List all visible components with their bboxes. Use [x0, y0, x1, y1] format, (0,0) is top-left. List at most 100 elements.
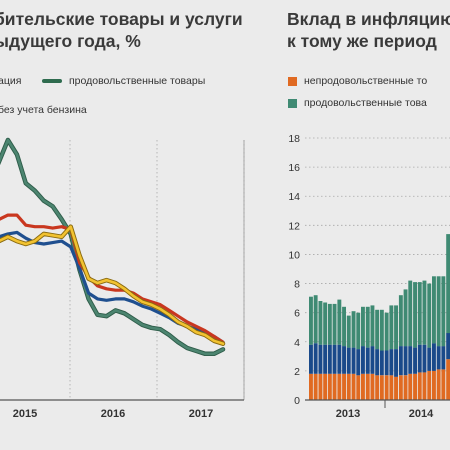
- bar-segment-0: [356, 375, 361, 400]
- bar-segment-2: [417, 282, 422, 345]
- bar-segment-2: [408, 280, 413, 347]
- bar-segment-2: [365, 306, 370, 348]
- right-y-tick-label: 6: [294, 308, 300, 320]
- bar-segment-2: [375, 309, 380, 350]
- bar-segment-0: [422, 372, 427, 400]
- legend-label-nonfood: непродовольственные то: [304, 75, 428, 87]
- bar-segment-2: [394, 305, 398, 350]
- right-x-tick-label: 2013: [336, 408, 360, 420]
- bar-segment-1: [422, 344, 427, 373]
- legend-item-food: продовольственные товары: [42, 75, 205, 87]
- right-y-tick-label: 0: [294, 395, 300, 407]
- left-x-tick-label: 2017: [189, 408, 213, 420]
- bar-segment-0: [417, 372, 422, 400]
- legend-label-food-contrib: продовольственные това: [304, 97, 427, 109]
- bar-segment-1: [403, 346, 408, 376]
- right-y-tick-label: 14: [288, 191, 300, 203]
- right-y-tick-label: 12: [288, 220, 300, 232]
- bar-segment-1: [327, 344, 332, 374]
- bar-segment-0: [313, 373, 318, 400]
- bar-segment-1: [351, 347, 356, 374]
- bar-segment-0: [323, 373, 328, 400]
- legend-item-inflation: ация: [0, 75, 21, 87]
- bar-segment-1: [346, 347, 351, 374]
- line-series-3: [0, 225, 225, 346]
- bar-segment-2: [370, 305, 375, 347]
- bar-segment-2: [313, 295, 318, 344]
- right-y-tick-label: 10: [288, 249, 300, 261]
- bar-segment-1: [398, 346, 403, 376]
- bar-segment-2: [309, 296, 313, 345]
- bar-segment-0: [384, 375, 389, 400]
- bar-segment-1: [318, 344, 323, 374]
- bar-segment-1: [432, 343, 436, 371]
- bar-segment-1: [408, 346, 413, 374]
- bar-segment-1: [342, 346, 346, 374]
- bar-segment-2: [384, 312, 389, 351]
- legend-label-food: продовольственные товары: [69, 75, 206, 87]
- bar-segment-0: [427, 370, 432, 400]
- right-y-tick-label: 18: [288, 133, 300, 145]
- bar-segment-0: [337, 373, 342, 400]
- bar-segment-1: [365, 347, 370, 374]
- bar-segment-0: [379, 375, 384, 400]
- bar-segment-1: [379, 350, 384, 376]
- bar-segment-1: [323, 344, 328, 374]
- bar-segment-0: [370, 373, 375, 400]
- bar-segment-1: [375, 349, 380, 376]
- legend-swatch-food: [42, 79, 62, 83]
- bar-segment-1: [384, 350, 389, 376]
- bar-segment-0: [365, 373, 370, 400]
- right-y-tick-label: 2: [294, 366, 300, 378]
- bar-segment-1: [309, 344, 313, 374]
- bar-segment-0: [342, 373, 346, 400]
- left-x-tick-label: 2016: [101, 408, 125, 420]
- bar-segment-1: [356, 349, 361, 376]
- bar-segment-2: [361, 306, 365, 347]
- bar-segment-0: [375, 375, 380, 400]
- bar-segment-0: [327, 373, 332, 400]
- bar-segment-2: [332, 303, 337, 345]
- bar-segment-2: [403, 289, 408, 347]
- bar-segment-1: [332, 344, 337, 374]
- right-y-tick-label: 4: [294, 337, 300, 349]
- bar-segment-2: [356, 312, 361, 350]
- legend-label-inflation: ация: [0, 75, 22, 87]
- bar-segment-2: [413, 282, 417, 348]
- bar-segment-0: [389, 375, 394, 400]
- legend-item-no-gasoline: без учета бензина: [0, 104, 87, 116]
- bar-segment-0: [403, 375, 408, 400]
- bar-segment-2: [446, 234, 450, 334]
- bar-segment-0: [332, 373, 337, 400]
- bar-segment-1: [370, 346, 375, 374]
- bar-segment-0: [394, 376, 398, 400]
- legend-swatch-nonfood: [288, 76, 297, 86]
- bar-segment-1: [313, 343, 318, 374]
- legend-item-food-contrib: продовольственные това: [288, 97, 427, 109]
- bar-segment-0: [441, 369, 446, 400]
- bar-segment-0: [408, 373, 413, 400]
- bar-segment-1: [413, 347, 417, 374]
- bar-segment-1: [417, 344, 422, 373]
- bar-segment-0: [318, 373, 323, 400]
- bar-segment-2: [346, 315, 351, 348]
- right-y-tick-label: 8: [294, 279, 300, 291]
- right-x-tick-label: 2014: [409, 408, 434, 420]
- bar-segment-1: [427, 347, 432, 371]
- bar-segment-2: [318, 301, 323, 345]
- bar-segment-0: [446, 359, 450, 400]
- right-bar-chart: 0 2 4 6 8 10 12 14 16 18 2013 2014: [288, 133, 450, 420]
- right-y-tick-label: 16: [288, 162, 300, 174]
- legend-label-no-gasoline: без учета бензина: [0, 104, 87, 116]
- legend-item-nonfood: непродовольственные то: [288, 75, 427, 87]
- bar-segment-2: [436, 276, 441, 347]
- left-chart-title: бительские товары и услуги ыдущего года,…: [0, 9, 243, 51]
- bar-segment-0: [361, 373, 365, 400]
- bar-segment-2: [389, 305, 394, 350]
- left-line-chart: 2015 2016 2017: [0, 137, 245, 420]
- bar-segment-0: [413, 373, 417, 400]
- legend-swatch-food-contrib: [288, 98, 297, 108]
- bar-segment-1: [389, 349, 394, 376]
- bar-segment-2: [337, 299, 342, 345]
